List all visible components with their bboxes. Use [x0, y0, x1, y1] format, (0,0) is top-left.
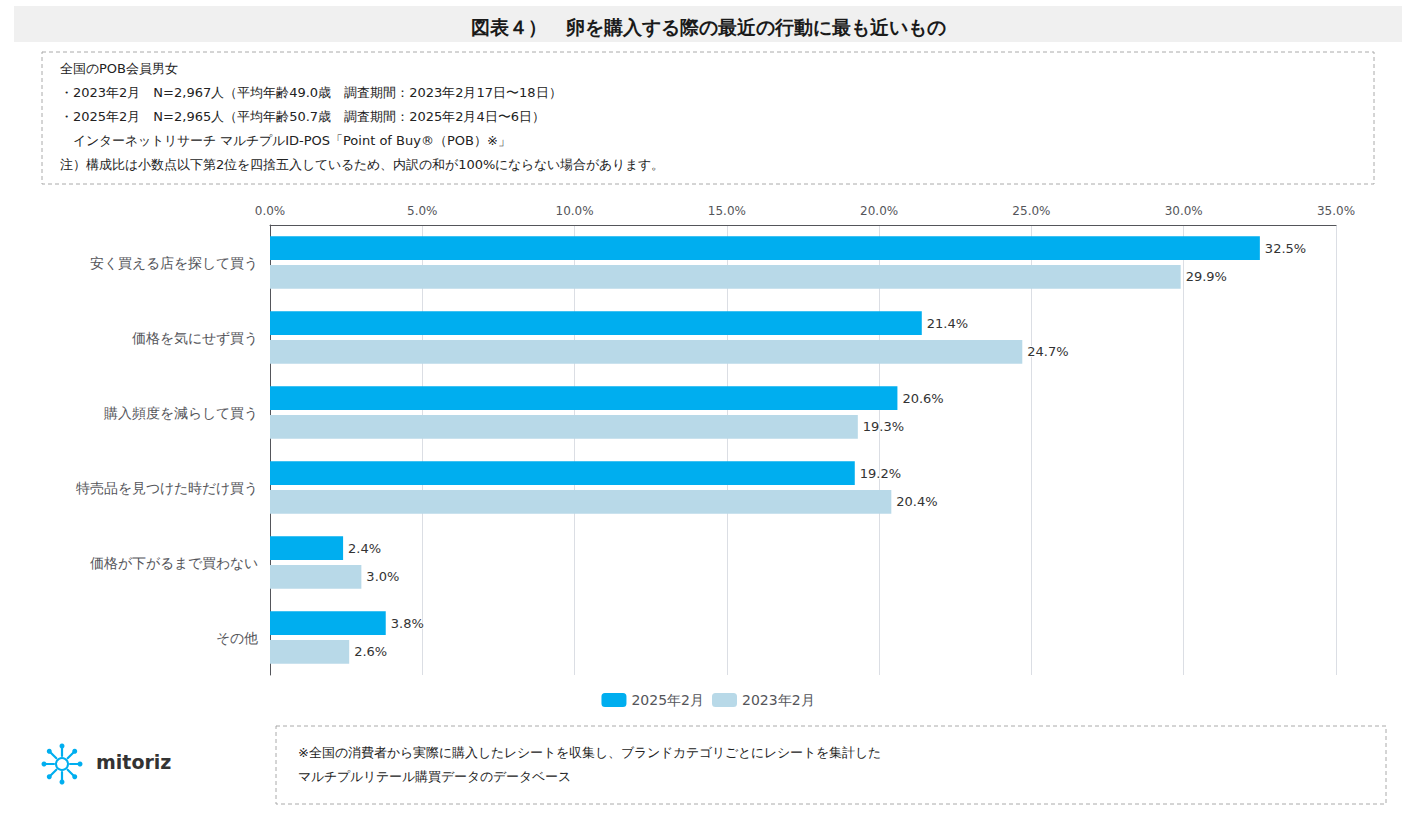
svg-text:特売品を見つけた時だけ買う: 特売品を見つけた時だけ買う: [76, 480, 258, 496]
svg-text:35.0%: 35.0%: [1317, 204, 1355, 218]
svg-text:mitoriz: mitoriz: [96, 751, 171, 773]
svg-text:2.6%: 2.6%: [354, 644, 387, 659]
svg-text:24.7%: 24.7%: [1027, 344, 1068, 359]
svg-text:19.3%: 19.3%: [863, 419, 904, 434]
svg-text:その他: その他: [216, 630, 258, 646]
svg-text:全国のPOB会員男女: 全国のPOB会員男女: [60, 61, 178, 76]
svg-text:3.0%: 3.0%: [366, 569, 399, 584]
svg-text:インターネットリサーチ マルチプルID-POS「Point: インターネットリサーチ マルチプルID-POS「Point of Buy®（PO…: [60, 133, 511, 148]
svg-text:価格が下がるまで買わない: 価格が下がるまで買わない: [90, 555, 258, 571]
svg-text:20.4%: 20.4%: [896, 494, 937, 509]
svg-text:2025年2月: 2025年2月: [631, 692, 704, 708]
svg-text:20.0%: 20.0%: [860, 204, 898, 218]
svg-text:2023年2月: 2023年2月: [742, 692, 815, 708]
svg-text:マルチプルリテール購買データのデータベース: マルチプルリテール購買データのデータベース: [298, 769, 571, 784]
svg-text:10.0%: 10.0%: [556, 204, 594, 218]
svg-text:0.0%: 0.0%: [255, 204, 286, 218]
svg-text:29.9%: 29.9%: [1186, 269, 1227, 284]
svg-text:購入頻度を減らして買う: 購入頻度を減らして買う: [104, 405, 258, 421]
svg-text:3.8%: 3.8%: [391, 616, 424, 631]
svg-text:・2025年2月 N=2,965人（平均年齢50.7歳 調査: ・2025年2月 N=2,965人（平均年齢50.7歳 調査期間：2025年2月…: [60, 109, 545, 124]
svg-text:21.4%: 21.4%: [927, 316, 968, 331]
svg-text:価格を気にせず買う: 価格を気にせず買う: [132, 330, 258, 346]
svg-text:32.5%: 32.5%: [1265, 241, 1306, 256]
svg-text:図表４） 卵を購入する際の最近の行動に最も近いもの: 図表４） 卵を購入する際の最近の行動に最も近いもの: [471, 16, 946, 38]
svg-text:19.2%: 19.2%: [860, 466, 901, 481]
svg-text:・2023年2月 N=2,967人（平均年齢49.0歳 調査: ・2023年2月 N=2,967人（平均年齢49.0歳 調査期間：2023年2月…: [60, 85, 562, 100]
svg-text:30.0%: 30.0%: [1165, 204, 1203, 218]
svg-text:※全国の消費者から実際に購入したレシートを収集し、ブランドカ: ※全国の消費者から実際に購入したレシートを収集し、ブランドカテゴリごとにレシート…: [298, 745, 881, 760]
svg-text:安く買える店を探して買う: 安く買える店を探して買う: [90, 255, 258, 271]
svg-text:15.0%: 15.0%: [708, 204, 746, 218]
svg-text:25.0%: 25.0%: [1012, 204, 1050, 218]
svg-text:5.0%: 5.0%: [407, 204, 438, 218]
svg-text:2.4%: 2.4%: [348, 541, 381, 556]
svg-text:注）構成比は小数点以下第2位を四捨五入しているため、内訳の和: 注）構成比は小数点以下第2位を四捨五入しているため、内訳の和が100%にならない…: [60, 157, 664, 172]
svg-text:20.6%: 20.6%: [902, 391, 943, 406]
